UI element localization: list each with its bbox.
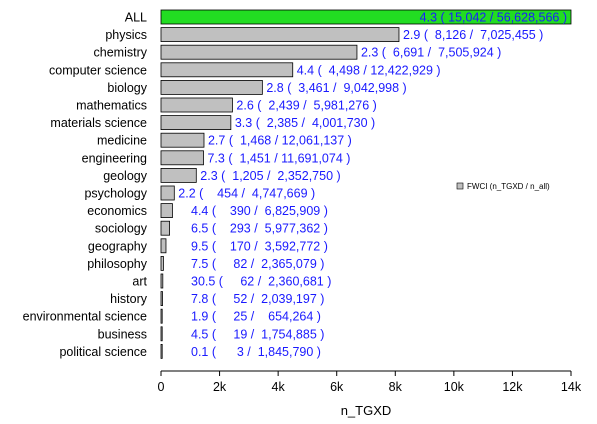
bar-art — [160, 273, 164, 289]
x-tick-label: 14k — [561, 380, 582, 394]
value-label: 4.3 ( 15,042 / 56,628,566 ) — [420, 11, 567, 25]
bar-philosophy — [160, 255, 164, 271]
category-label: biology — [107, 81, 147, 95]
value-label: 1.9 ( 25 / 654,264 ) — [191, 310, 321, 324]
value-label: 7.8 ( 52 / 2,039,197 ) — [191, 292, 324, 306]
category-label: environmental science — [23, 310, 147, 324]
category-label: computer science — [49, 63, 147, 77]
value-label: 0.1 ( 3 / 1,845,790 ) — [191, 345, 321, 359]
bar-geology — [160, 167, 197, 183]
value-label: 6.5 ( 293 / 5,977,362 ) — [191, 222, 328, 236]
category-label: mathematics — [76, 99, 147, 113]
value-label: 2.7 ( 1,468 / 12,061,137 ) — [208, 134, 352, 148]
value-label: 7.3 ( 1,451 / 11,691,074 ) — [207, 151, 350, 165]
category-label: physics — [105, 28, 147, 42]
bar-economics — [160, 203, 173, 219]
x-tick-label: 12k — [502, 380, 523, 394]
value-label: 2.2 ( 454 / 4,747,669 ) — [178, 187, 315, 201]
value-label: 3.3 ( 2,385 / 4,001,730 ) — [235, 116, 375, 130]
bar-mathematics — [160, 97, 233, 113]
value-label: 4.5 ( 19 / 1,754,885 ) — [191, 327, 324, 341]
category-label: sociology — [95, 222, 148, 236]
legend-label: FWCI (n_TGXD / n_all) — [467, 182, 550, 191]
value-label: 4.4 ( 390 / 6,825,909 ) — [191, 204, 328, 218]
x-tick-label: 0 — [158, 380, 165, 394]
x-tick-label: 6k — [330, 380, 344, 394]
value-label: 9.5 ( 170 / 3,592,772 ) — [191, 239, 328, 253]
bars-layer: ALL 4.3 ( 15,042 / 56,628,566 ) physics 2.9… — [23, 9, 572, 359]
value-label: 7.5 ( 82 / 2,365,079 ) — [191, 257, 324, 271]
category-label: philosophy — [87, 257, 148, 271]
bar-sociology — [160, 220, 170, 236]
category-label: ALL — [125, 11, 147, 25]
category-label: political science — [59, 345, 147, 359]
x-tick-label: 4k — [272, 380, 286, 394]
value-label: 2.3 ( 1,205 / 2,352,750 ) — [200, 169, 340, 183]
category-label: geology — [103, 169, 148, 183]
bar-history — [160, 291, 163, 307]
value-label: 2.8 ( 3,461 / 9,042,998 ) — [266, 81, 406, 95]
bar-business — [160, 326, 163, 342]
bar-ALL — [160, 9, 572, 25]
category-label: medicine — [97, 134, 147, 148]
category-label: economics — [87, 204, 147, 218]
x-axis: 0 2k 4k 6k 8k 10k 12k 14k — [158, 370, 582, 394]
category-label: chemistry — [94, 46, 148, 60]
category-label: engineering — [82, 151, 147, 165]
value-label: 2.3 ( 6,691 / 7,505,924 ) — [361, 46, 501, 60]
bar-biology — [160, 80, 263, 95]
bar-physics — [160, 27, 400, 43]
bar-computer-science — [160, 62, 294, 78]
bar-engineering — [160, 150, 204, 166]
value-label: 2.9 ( 8,126 / 7,025,455 ) — [403, 28, 543, 42]
x-tick-label: 10k — [444, 380, 465, 394]
category-label: materials science — [50, 116, 147, 130]
bar-materials-science — [160, 115, 232, 130]
legend: FWCI (n_TGXD / n_all) — [456, 182, 550, 191]
bar-political-science — [160, 343, 163, 359]
value-label: 30.5 ( 62 / 2,360,681 ) — [191, 275, 331, 289]
category-label: geography — [88, 239, 148, 253]
legend-swatch — [456, 182, 464, 190]
value-label: 2.6 ( 2,439 / 5,981,276 ) — [236, 99, 376, 113]
category-label: art — [132, 275, 147, 289]
category-label: history — [110, 292, 148, 306]
bar-psychology — [160, 185, 175, 201]
x-tick-label: 2k — [213, 380, 227, 394]
x-tick-label: 8k — [389, 380, 403, 394]
value-label: 4.4 ( 4,498 / 12,422,929 ) — [297, 63, 441, 77]
x-axis-title: n_TGXD — [341, 403, 392, 418]
bar-environmental-science — [160, 308, 163, 324]
category-label: psychology — [84, 187, 147, 201]
bar-medicine — [160, 132, 205, 148]
category-label: business — [98, 327, 147, 341]
bar-geography — [160, 238, 167, 254]
bar-chemistry — [160, 44, 358, 60]
